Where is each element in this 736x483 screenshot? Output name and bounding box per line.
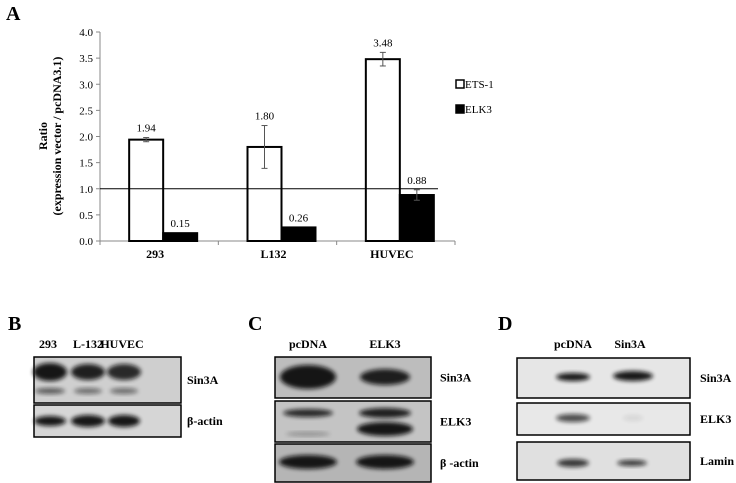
band [623,415,643,421]
y-axis-label-line2: (expression vector / pcDNA3.1) [50,57,64,216]
panel-label-c: C [248,313,262,335]
band [286,432,330,436]
band [356,455,414,469]
band [279,455,337,469]
lane-label: pcDNA [289,337,327,351]
blot-c-1 [274,400,432,443]
band [35,388,65,394]
blot-d-2 [516,441,691,481]
data-label: 3.48 [373,37,393,49]
band [360,369,410,385]
bar-elk3 [398,194,435,243]
legend-label: ELK3 [465,104,492,116]
row-label: ELK3 [700,412,731,426]
y-tick-label: 1.0 [79,184,93,196]
x-tick-label: HUVEC [370,247,413,261]
band [359,408,411,418]
band [107,364,141,380]
band [34,416,66,426]
band [557,459,589,467]
lane-label: ELK3 [369,337,400,351]
lane-label: pcDNA [554,337,592,351]
y-tick-label: 4.0 [79,27,93,39]
y-tick-label: 2.5 [79,105,93,117]
row-label: Sin3A [700,371,732,385]
data-label: 0.26 [289,212,309,224]
blot-d-1 [516,402,691,436]
y-tick-label: 0.0 [79,236,93,248]
band [556,373,590,381]
band [108,415,140,427]
y-tick-label: 2.0 [79,132,93,144]
bar-elk3 [162,232,199,243]
row-label: Sin3A [187,373,219,387]
legend-swatch-elk3 [455,104,465,114]
panel-label-a: A [6,3,21,25]
legend-swatch-ets-1 [455,79,465,89]
row-label: Sin3A [440,371,472,385]
blot-d-0 [516,357,691,399]
data-label: 0.15 [171,218,191,230]
x-tick-label: 293 [146,247,164,261]
row-label: β-actin [187,414,223,428]
bar-ets-1 [128,138,165,242]
panel-label-d: D [498,313,512,335]
data-label: 0.88 [407,175,427,187]
y-tick-label: 1.5 [79,158,93,170]
band [71,364,105,380]
band [33,363,67,381]
band [283,409,333,417]
data-label: 1.80 [255,111,275,123]
lane-label: 293 [39,337,57,351]
band [556,414,590,422]
panel-label-b: B [8,313,21,335]
band [74,388,102,394]
bar-elk3 [280,226,317,242]
row-label: β -actin [440,456,479,470]
band [613,371,653,381]
data-label: 1.94 [137,123,157,135]
y-tick-label: 0.5 [79,210,93,222]
band [357,422,413,436]
band [280,365,336,389]
x-tick-label: L132 [260,247,286,261]
bar-chart: Ratio (expression vector / pcDNA3.1) 0.0… [36,27,494,261]
row-label: ELK3 [440,415,471,429]
legend-label: ETS-1 [465,79,494,91]
band [617,460,647,466]
row-label: Lamin B [700,454,736,468]
y-axis-label-line1: Ratio [36,122,50,150]
band [110,388,138,394]
y-tick-label: 3.0 [79,79,93,91]
y-tick-label: 3.5 [79,53,93,65]
lane-label: Sin3A [614,337,646,351]
band [71,415,105,427]
lane-label: L-132 [73,337,103,351]
lane-label: HUVEC [100,337,143,351]
bar-ets-1 [364,58,401,242]
